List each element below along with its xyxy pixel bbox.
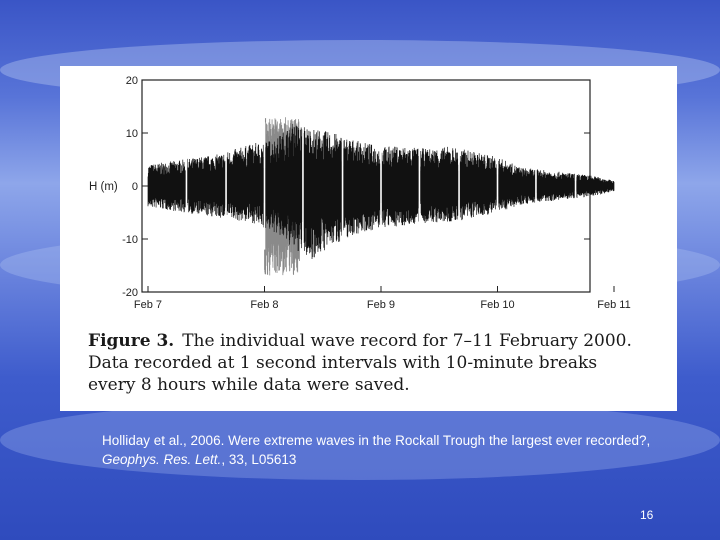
figure-caption-label: Figure 3. — [88, 331, 175, 351]
x-tick-label: Feb 8 — [250, 299, 278, 311]
x-axis: Feb 7 Feb 8 Feb 9 Feb 10 Feb 11 — [134, 286, 631, 311]
figure-panel: 20 10 0 -10 -20 Feb 7 Feb 8 Feb 9 Feb 10 Feb 11 … — [60, 66, 677, 411]
citation-authors-title: Holliday et al., 2006. Were extreme wave… — [102, 433, 651, 448]
x-tick-label: Feb 11 — [597, 299, 630, 311]
figure-caption: Figure 3. The individual wave record for … — [88, 330, 648, 396]
y-axis: 20 10 0 -10 -20 — [122, 75, 590, 299]
x-tick-label: Feb 9 — [367, 299, 395, 311]
figure-caption-text: The individual wave record for 7–11 Febr… — [88, 331, 632, 395]
x-tick-label: Feb 7 — [134, 299, 162, 311]
y-tick-label: 20 — [126, 75, 138, 87]
x-tick-label: Feb 10 — [480, 299, 514, 311]
wave-signal — [147, 117, 615, 276]
y-axis-label: H (m) — [89, 181, 118, 193]
y-tick-label: -10 — [122, 234, 138, 246]
citation-volume: , 33, L05613 — [221, 452, 297, 467]
background-wave — [0, 400, 720, 480]
citation-journal: Geophys. Res. Lett. — [102, 452, 222, 467]
y-tick-label: 10 — [126, 128, 138, 140]
citation: Holliday et al., 2006. Were extreme wave… — [102, 431, 682, 469]
slide-number: 16 — [640, 508, 654, 522]
y-tick-label: -20 — [122, 287, 138, 299]
y-tick-label: 0 — [132, 181, 138, 193]
